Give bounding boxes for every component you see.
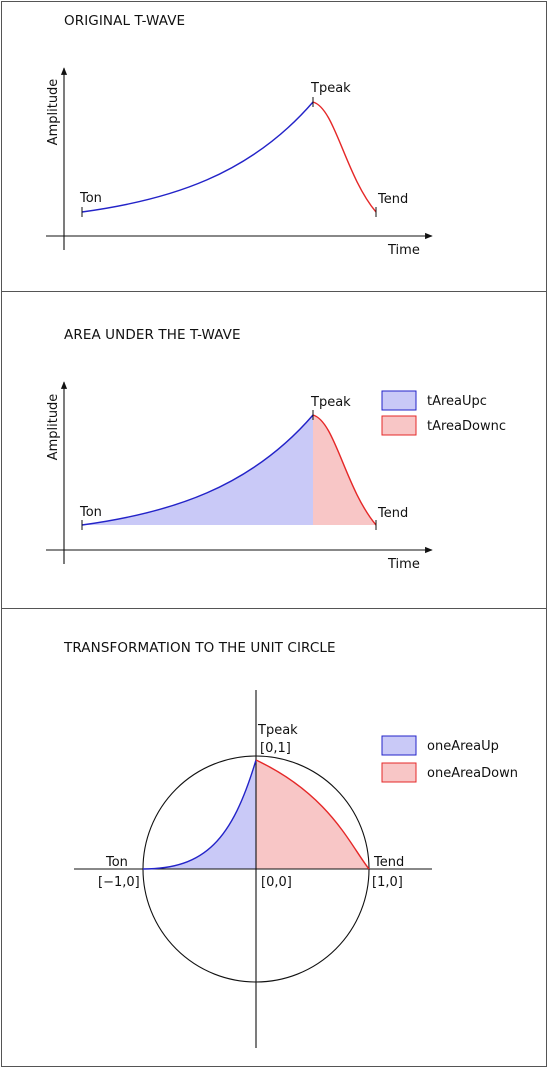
panel2-y-label: Amplitude — [46, 394, 61, 461]
panel2-legend-up-swatch — [381, 390, 417, 411]
panel2-diagram: Amplitude Time Ton Tpeak Tend tAreaUpc t… — [46, 381, 506, 572]
panel2-legend-down-label: tAreaDownc — [427, 419, 506, 434]
panel2-rising-curve — [81, 414, 314, 526]
panel3-area-up — [143, 760, 256, 869]
panel2-title: AREA UNDER THE T-WAVE — [64, 327, 241, 343]
panel2-tend-label: Tend — [377, 506, 408, 521]
panel2-area-down — [313, 415, 376, 525]
panel3-area-down — [256, 760, 369, 869]
panel3-rising-curve — [142, 759, 257, 870]
panel3-tpeak-coord: [0,1] — [260, 741, 291, 756]
panel-divider-2 — [1, 608, 547, 609]
panel3-ton-coord: [−1,0] — [98, 875, 140, 890]
panel2-falling-curve — [312, 414, 377, 526]
panel1-ton-label: Ton — [79, 191, 102, 206]
panel1-rising-curve — [81, 101, 314, 213]
panel2-legend-down-swatch — [381, 415, 417, 436]
panel3-falling-curve — [255, 759, 370, 870]
panel3-tend-label: Tend — [373, 855, 404, 870]
panel1-diagram: Amplitude Time Ton Tpeak Tend — [46, 67, 433, 258]
panel1-title: ORIGINAL T-WAVE — [64, 13, 186, 29]
panel1-x-label: Time — [387, 243, 420, 258]
panel3-ton-label: Ton — [105, 855, 128, 870]
panel3-origin-coord: [0,0] — [261, 875, 292, 890]
panel3-legend-up-swatch — [381, 735, 417, 756]
panel2-tpeak-label: Tpeak — [310, 395, 351, 410]
panel3-tpeak-label: Tpeak — [257, 723, 298, 738]
panel3-tend-coord: [1,0] — [372, 875, 403, 890]
panel2-area-up — [82, 415, 313, 525]
panel1-y-label: Amplitude — [46, 79, 61, 146]
panel1-falling-curve — [312, 101, 377, 213]
panel3-legend-down-swatch — [381, 762, 417, 783]
panel3-legend-up-label: oneAreaUp — [427, 739, 499, 754]
panel3-title: TRANSFORMATION TO THE UNIT CIRCLE — [64, 640, 336, 656]
panel2-x-label: Time — [387, 557, 420, 572]
panel-divider-1 — [1, 291, 547, 292]
panel2-legend-up-label: tAreaUpc — [427, 394, 487, 409]
panel3-legend-down-label: oneAreaDown — [427, 766, 518, 781]
panel3-diagram: Tpeak [0,1] Ton [−1,0] [0,0] Tend [1,0] … — [74, 690, 518, 1048]
panel2-ton-label: Ton — [79, 505, 102, 520]
panel1-tend-label: Tend — [377, 192, 408, 207]
panel1-tpeak-label: Tpeak — [310, 81, 351, 96]
